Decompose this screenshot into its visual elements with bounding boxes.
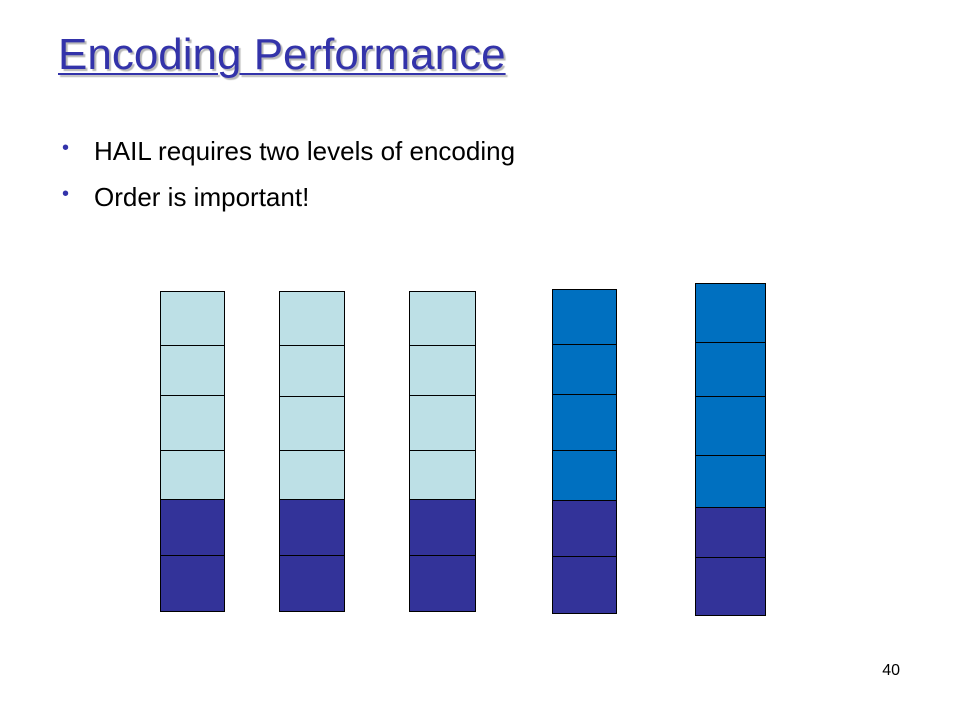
encoding-block-bright: [695, 283, 766, 343]
bullet-text: Order is important!: [94, 182, 310, 212]
encoding-block-light: [160, 345, 225, 396]
encoding-block-light: [160, 450, 225, 500]
encoding-block-bright: [695, 455, 766, 508]
encoding-block-dark: [279, 499, 345, 556]
block-stack: [279, 291, 345, 612]
block-stack: [409, 291, 476, 612]
page-number: 40: [882, 662, 900, 679]
bullet-list: • HAIL requires two levels of encoding •…: [58, 136, 515, 228]
bullet-text: HAIL requires two levels of encoding: [94, 136, 516, 166]
bullet-dot-icon: •: [62, 183, 70, 205]
encoding-block-light: [279, 396, 345, 451]
encoding-block-bright: [695, 342, 766, 397]
encoding-block-dark: [279, 555, 345, 612]
encoding-block-light: [409, 450, 476, 500]
encoding-block-light: [160, 395, 225, 451]
block-stack: [160, 291, 225, 612]
encoding-block-dark: [695, 507, 766, 558]
encoding-block-bright: [695, 396, 766, 456]
encoding-block-dark: [160, 499, 225, 556]
encoding-block-light: [279, 345, 345, 397]
encoding-block-light: [279, 291, 345, 346]
encoding-block-dark: [552, 556, 617, 614]
encoding-block-bright: [552, 450, 617, 501]
bullet-dot-icon: •: [62, 137, 70, 159]
encoding-block-dark: [409, 499, 476, 556]
encoding-block-bright: [552, 289, 617, 345]
bullet-item: • Order is important!: [58, 182, 515, 228]
bullet-item: • HAIL requires two levels of encoding: [58, 136, 515, 182]
encoding-block-light: [409, 345, 476, 396]
block-stack: [695, 283, 766, 616]
encoding-block-light: [160, 291, 225, 346]
block-stack: [552, 289, 617, 614]
encoding-block-bright: [552, 394, 617, 451]
encoding-block-bright: [552, 344, 617, 395]
encoding-block-dark: [695, 557, 766, 616]
encoding-block-dark: [409, 555, 476, 612]
encoding-block-light: [279, 450, 345, 500]
slide-title: Encoding Performance: [58, 30, 506, 79]
encoding-block-light: [409, 395, 476, 451]
encoding-block-dark: [160, 555, 225, 612]
encoding-block-light: [409, 291, 476, 346]
encoding-block-dark: [552, 500, 617, 557]
